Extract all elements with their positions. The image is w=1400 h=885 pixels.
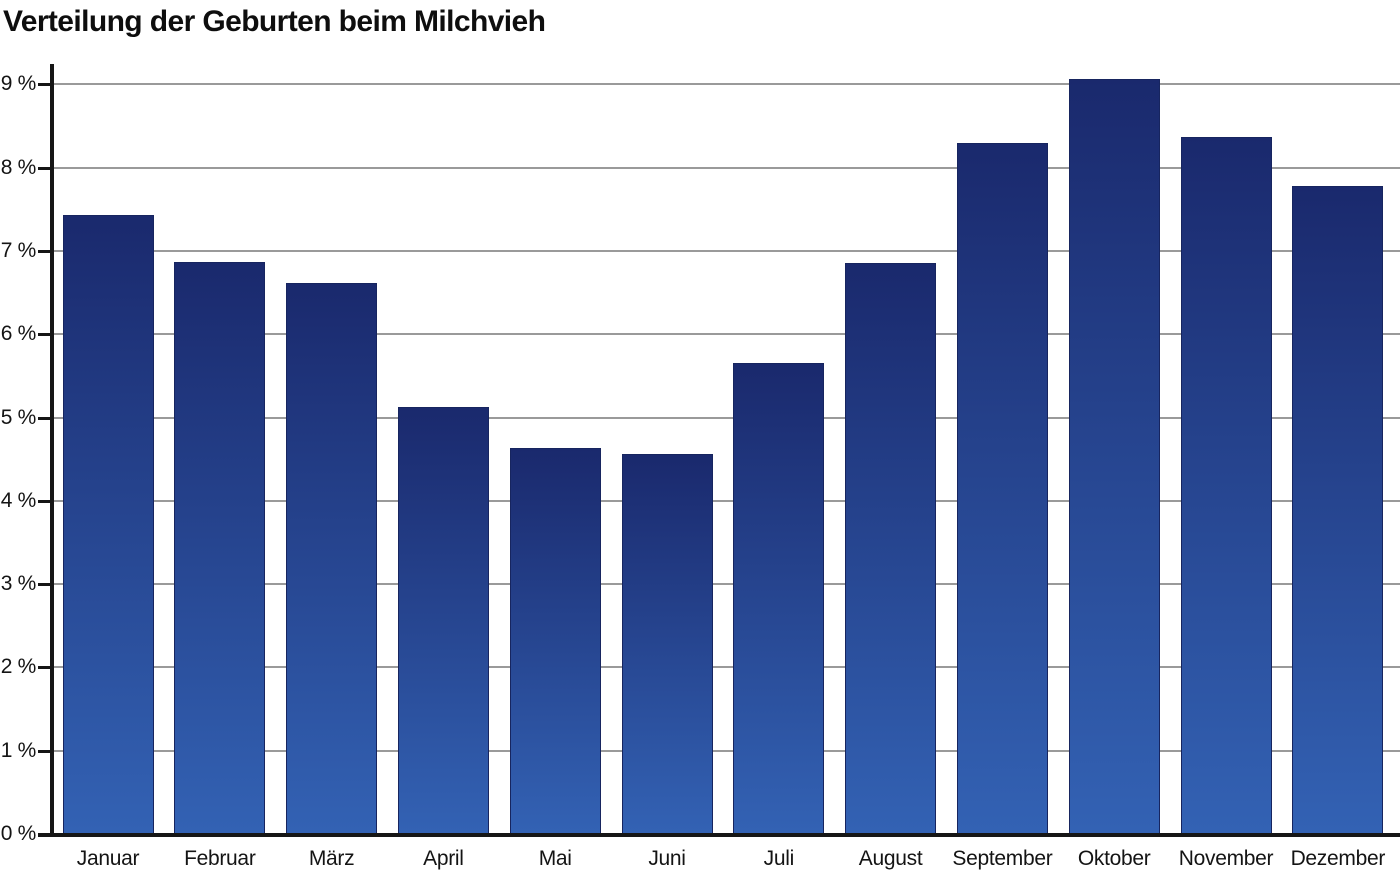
x-axis-label-november: November bbox=[1178, 847, 1274, 870]
bar-dezember bbox=[1292, 185, 1384, 834]
gridline-4pct bbox=[53, 499, 1400, 502]
y-tick-6pct bbox=[38, 333, 51, 337]
bar-februar bbox=[174, 261, 266, 834]
y-tick-1pct bbox=[38, 749, 51, 753]
x-axis-baseline bbox=[38, 832, 1400, 837]
y-tick-label-7pct: 7 % bbox=[0, 238, 37, 262]
bar-oktober bbox=[1068, 79, 1160, 834]
gridline-9pct bbox=[53, 83, 1400, 86]
bar-juli bbox=[733, 362, 825, 834]
bar-september bbox=[956, 143, 1048, 834]
y-tick-label-4pct: 4 % bbox=[0, 488, 37, 512]
x-axis-label-august: August bbox=[858, 847, 923, 870]
y-tick-label-2pct: 2 % bbox=[0, 655, 37, 679]
y-tick-9pct bbox=[38, 83, 51, 87]
x-axis-label-februar: Februar bbox=[184, 847, 256, 870]
bar-juni bbox=[621, 454, 713, 834]
y-tick-8pct bbox=[38, 166, 51, 170]
chart-title: Verteilung der Geburten beim Milchvieh bbox=[3, 5, 546, 38]
y-tick-label-8pct: 8 % bbox=[0, 155, 37, 179]
y-tick-4pct bbox=[38, 499, 51, 503]
gridline-6pct bbox=[53, 333, 1400, 336]
y-tick-label-5pct: 5 % bbox=[0, 405, 37, 429]
y-tick-7pct bbox=[38, 249, 51, 253]
y-tick-label-3pct: 3 % bbox=[0, 572, 37, 596]
x-axis-label-mai: Mai bbox=[538, 847, 572, 870]
y-tick-5pct bbox=[38, 416, 51, 420]
y-tick-label-9pct: 9 % bbox=[0, 72, 37, 96]
x-axis-label-oktober: Oktober bbox=[1077, 847, 1151, 870]
bar-mai bbox=[509, 448, 601, 834]
y-tick-label-1pct: 1 % bbox=[0, 738, 37, 762]
bar-marz bbox=[286, 283, 378, 834]
gridline-3pct bbox=[53, 583, 1400, 586]
gridline-7pct bbox=[53, 249, 1400, 252]
y-axis bbox=[50, 64, 54, 837]
y-tick-label-0pct: 0 % bbox=[0, 822, 37, 845]
bar-april bbox=[397, 406, 489, 834]
gridline-1pct bbox=[53, 749, 1400, 752]
gridline-8pct bbox=[53, 166, 1400, 169]
gridline-5pct bbox=[53, 416, 1400, 419]
bar-november bbox=[1180, 136, 1272, 834]
x-axis-label-juli: Juli bbox=[763, 847, 795, 870]
bar-januar bbox=[62, 215, 154, 834]
x-axis-label-juni: Juni bbox=[648, 847, 686, 870]
x-axis-label-september: September bbox=[952, 847, 1053, 870]
y-tick-3pct bbox=[38, 583, 51, 587]
x-axis-label-januar: Januar bbox=[76, 847, 140, 870]
gridline-2pct bbox=[53, 666, 1400, 669]
x-axis-label-marz: März bbox=[308, 847, 355, 870]
y-tick-2pct bbox=[38, 666, 51, 670]
x-axis-label-april: April bbox=[423, 847, 464, 870]
bar-august bbox=[845, 263, 937, 834]
y-tick-label-6pct: 6 % bbox=[0, 322, 37, 346]
x-axis-label-dezember: Dezember bbox=[1290, 847, 1386, 870]
